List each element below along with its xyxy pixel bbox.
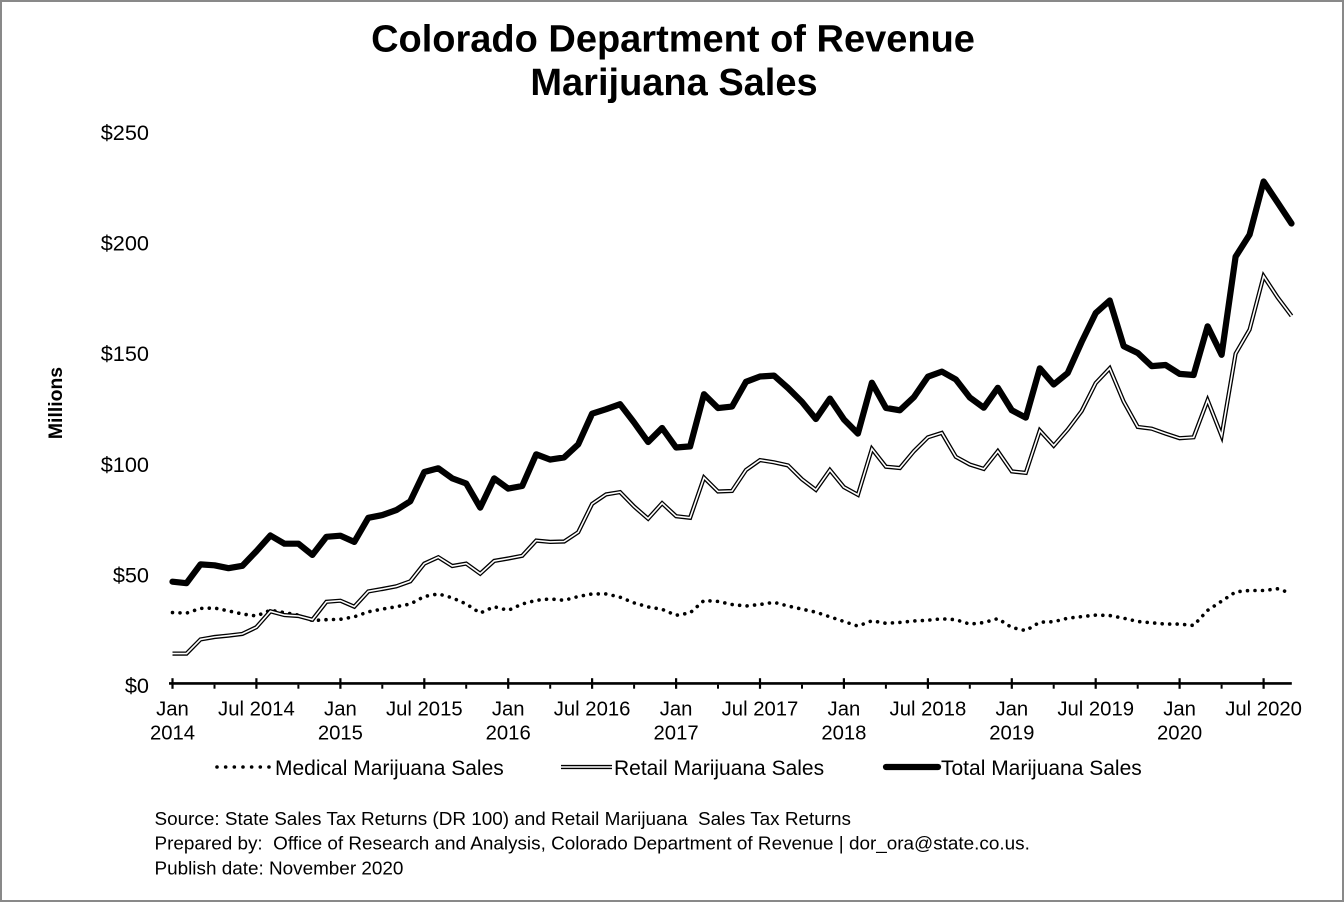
svg-text:$0: $0 [125, 673, 149, 698]
svg-text:Jul 2017: Jul 2017 [722, 698, 799, 720]
svg-text:Jul 2015: Jul 2015 [386, 698, 463, 720]
svg-text:Source: State Sales Tax Return: Source: State Sales Tax Returns (DR 100)… [155, 809, 852, 830]
svg-text:$250: $250 [101, 120, 149, 145]
svg-text:$150: $150 [101, 341, 149, 366]
svg-text:Colorado Department of Revenue: Colorado Department of Revenue [371, 19, 975, 61]
svg-text:Jan: Jan [324, 698, 357, 720]
svg-text:Publish date: November 2020: Publish date: November 2020 [155, 859, 404, 880]
svg-text:Jul 2019: Jul 2019 [1057, 698, 1134, 720]
svg-text:$200: $200 [101, 231, 149, 256]
svg-text:Marijuana Sales: Marijuana Sales [530, 62, 817, 104]
svg-text:2020: 2020 [1157, 723, 1202, 745]
svg-text:Medical Marijuana Sales: Medical Marijuana Sales [275, 757, 504, 780]
svg-text:Jan: Jan [828, 698, 861, 720]
svg-text:2017: 2017 [654, 723, 699, 745]
svg-text:2015: 2015 [318, 723, 363, 745]
svg-text:Jul 2020: Jul 2020 [1225, 698, 1302, 720]
svg-text:Jan: Jan [1163, 698, 1196, 720]
svg-text:Jan: Jan [995, 698, 1028, 720]
svg-text:$100: $100 [101, 452, 149, 477]
svg-text:Millions: Millions [45, 367, 67, 439]
svg-text:Jan: Jan [660, 698, 693, 720]
svg-text:2014: 2014 [150, 723, 195, 745]
svg-text:Total Marijuana Sales: Total Marijuana Sales [941, 757, 1142, 780]
svg-text:$50: $50 [113, 562, 149, 587]
svg-text:2019: 2019 [989, 723, 1034, 745]
svg-text:Jul 2016: Jul 2016 [554, 698, 631, 720]
svg-text:Prepared by: Office of Resear: Prepared by: Office of Research and Anal… [155, 834, 1030, 855]
svg-text:2016: 2016 [486, 723, 531, 745]
svg-text:Jul 2014: Jul 2014 [218, 698, 295, 720]
svg-text:2018: 2018 [821, 723, 866, 745]
svg-text:Jul 2018: Jul 2018 [890, 698, 967, 720]
svg-text:Retail Marijuana Sales: Retail Marijuana Sales [614, 757, 824, 780]
svg-text:Jan: Jan [492, 698, 525, 720]
svg-text:Jan: Jan [156, 698, 189, 720]
